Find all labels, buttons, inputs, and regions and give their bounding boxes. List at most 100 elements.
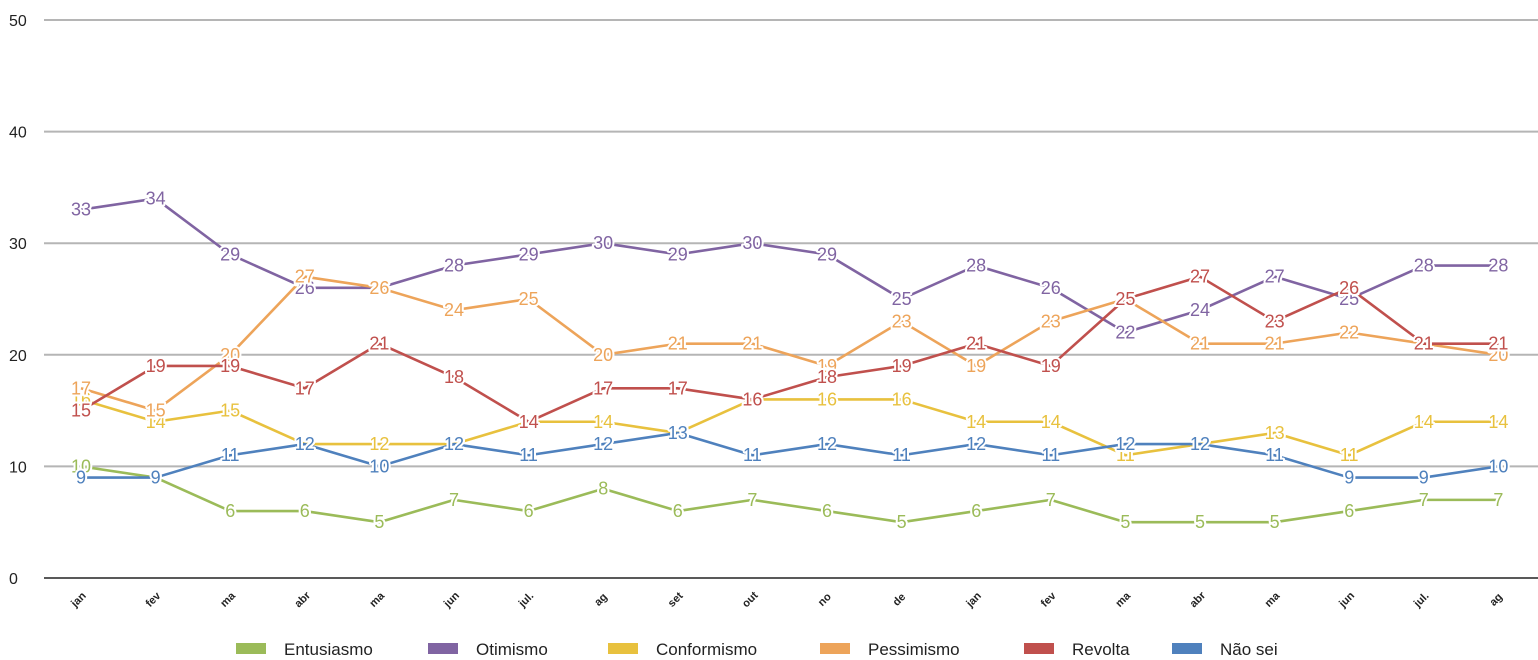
data-label: 13 [1265,423,1285,443]
x-tick-label: ag [1487,591,1505,609]
data-label: 13 [668,423,688,443]
data-label: 17 [71,378,91,398]
data-label: 12 [1190,434,1210,454]
data-label: 28 [1414,256,1434,276]
data-label: 14 [1041,412,1061,432]
series-line-1 [80,197,1499,334]
x-tick-label: jan [964,590,985,611]
data-label: 29 [519,244,539,264]
data-label: 6 [300,501,310,521]
data-label: 16 [742,389,762,409]
data-label: 11 [1340,445,1359,465]
data-label: 10 [71,456,91,476]
data-label: 29 [220,244,240,264]
data-label: 20 [593,345,613,365]
data-label: 20 [220,345,240,365]
legend-label: Pessimismo [868,640,960,659]
data-label: 22 [1339,322,1359,342]
data-label: 21 [1488,334,1508,354]
y-tick-label: 30 [9,236,27,253]
data-label: 14 [1488,412,1508,432]
data-label: 7 [1046,490,1056,510]
data-label: 14 [519,412,539,432]
data-label: 25 [1115,289,1135,309]
data-label: 19 [1041,356,1061,376]
data-label: 23 [1265,311,1285,331]
data-label: 9 [1344,468,1354,488]
data-label: 15 [220,401,240,421]
legend-swatch [428,643,458,654]
data-label: 29 [817,244,837,264]
gridlines [44,19,1538,579]
data-label: 7 [747,490,757,510]
x-tick-label: jul. [516,590,536,610]
x-tick-label: ma [218,589,238,609]
x-tick-label: fev [144,589,164,609]
data-label: 16 [817,389,837,409]
y-tick-label: 0 [9,571,18,588]
data-label: 17 [295,378,315,398]
x-tick-label: abr [1188,589,1209,610]
data-label: 5 [374,512,384,532]
data-label: 14 [519,412,539,432]
series-line-3 [80,275,1499,412]
data-label: 12 [1115,434,1135,454]
series-lines [80,197,1499,524]
series-line-2 [80,398,1499,457]
data-label: 14 [966,412,986,432]
data-label: 23 [892,311,912,331]
data-label: 14 [1414,412,1434,432]
legend-swatch [1172,643,1202,654]
data-label: 5 [1270,512,1280,532]
data-label: 11 [519,445,538,465]
data-label: 30 [742,233,762,253]
data-label: 21 [1414,334,1434,354]
data-label: 6 [673,501,683,521]
data-label: 9 [151,468,161,488]
data-label: 6 [524,501,534,521]
data-label: 12 [444,434,464,454]
data-label: 5 [1195,512,1205,532]
data-label: 20 [1488,345,1508,365]
data-label: 12 [444,434,464,454]
data-label: 11 [743,445,762,465]
data-label: 15 [71,401,91,421]
x-tick-label: jan [68,590,89,611]
series-line-5 [81,431,1499,479]
data-label: 18 [817,367,837,387]
data-label: 30 [593,233,613,253]
data-label: 26 [369,278,389,298]
legend: Entusiasmo Otimismo Conformismo Pessimismo R… [236,640,1278,659]
x-axis-ticks: jan fev ma abr ma jun jul. ag set out no de jan fev ma… [68,589,1505,611]
data-label: 19 [892,356,912,376]
y-tick-label: 10 [9,459,27,476]
x-tick-label: fev [1039,589,1059,609]
data-label: 5 [897,512,907,532]
data-label: 34 [146,189,166,209]
x-tick-label: jun [1336,590,1357,611]
data-label: 10 [1488,456,1508,476]
data-label: 21 [1414,334,1434,354]
data-label: 9 [76,468,86,488]
data-label: 15 [146,401,166,421]
data-label: 24 [1190,300,1210,320]
data-label: 7 [449,490,459,510]
x-tick-label: ma [367,589,387,609]
data-label: 12 [593,434,613,454]
data-label: 14 [593,412,613,432]
data-label: 7 [1493,490,1503,510]
y-tick-label: 50 [9,13,27,30]
data-label: 29 [668,244,688,264]
legend-label: Otimismo [476,640,548,659]
legend-label: Não sei [1220,640,1278,659]
data-label: 12 [369,434,389,454]
data-label: 12 [817,434,837,454]
x-tick-label: set [666,590,686,610]
legend-swatch [820,643,850,654]
data-label: 28 [444,256,464,276]
x-tick-label: ma [1263,589,1283,609]
data-label: 25 [1115,289,1135,309]
data-label: 6 [1344,501,1354,521]
data-label: 11 [1041,445,1060,465]
